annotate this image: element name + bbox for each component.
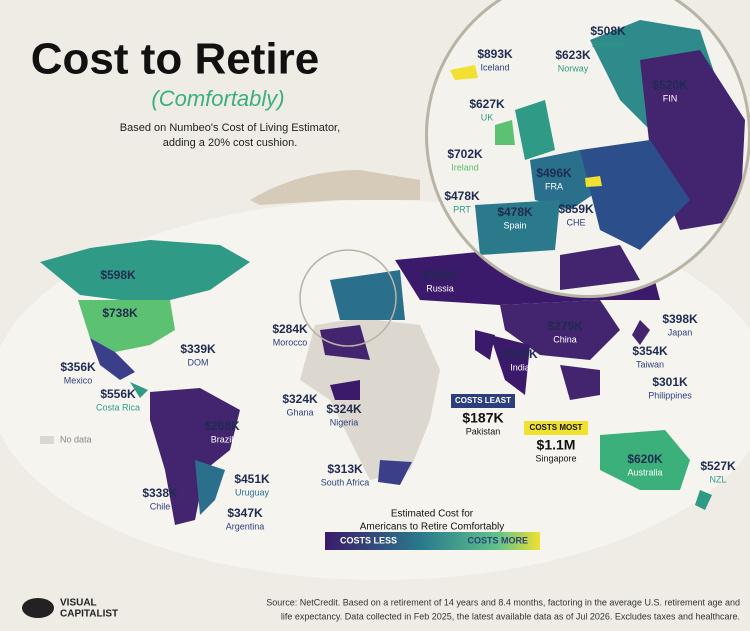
country-name: NZL xyxy=(709,474,726,484)
couple-illustration xyxy=(250,170,420,205)
color-scale xyxy=(325,532,540,550)
country-name: Ireland xyxy=(451,162,479,172)
country-name: Canada xyxy=(102,283,134,293)
country-value: $702K xyxy=(447,147,483,161)
country-name: Mexico xyxy=(64,375,93,385)
country-name: U.S. xyxy=(111,321,129,331)
brand: VISUAL xyxy=(60,598,97,609)
europe-map xyxy=(450,20,745,290)
country-name: CHE xyxy=(566,217,585,227)
footer: Source: NetCredit. Based on a retirement… xyxy=(22,597,740,621)
country-name: Chile xyxy=(150,501,171,511)
country-name: South Africa xyxy=(321,477,370,487)
country-value: $598K xyxy=(100,268,136,282)
country-value: $284K xyxy=(272,322,308,336)
world-map xyxy=(40,240,712,525)
country-name: UK xyxy=(481,112,494,122)
no-data-swatch xyxy=(40,436,54,444)
description-line: adding a 20% cost cushion. xyxy=(163,137,298,149)
subtitle: (Comfortably) xyxy=(151,86,284,111)
country-value: $620K xyxy=(627,452,663,466)
country-value: $520K xyxy=(652,78,688,92)
country-name: Australia xyxy=(627,467,662,477)
country-value: $268K xyxy=(204,419,240,433)
country-value: $313K xyxy=(327,462,363,476)
country-value: $451K xyxy=(234,472,270,486)
country-value: $347K xyxy=(227,506,263,520)
country-name: DOM xyxy=(188,357,209,367)
country-value: $279K xyxy=(547,319,583,333)
country-value: $527K xyxy=(700,459,736,473)
country-value: $627K xyxy=(469,97,505,111)
country-name: PRT xyxy=(453,204,471,214)
callout-tag-bg xyxy=(524,421,588,435)
callout-tag: COSTS MOST xyxy=(530,423,583,432)
description: Based on Numbeo's Cost of Living Estimat… xyxy=(120,122,340,149)
callout-tag: COSTS LEAST xyxy=(455,396,511,405)
legend-title: Americans to Retire Comfortably xyxy=(360,522,505,533)
country-name: Spain xyxy=(503,220,526,230)
country-value: $324K xyxy=(282,392,318,406)
country-value: $356K xyxy=(60,360,96,374)
callout-name: Pakistan xyxy=(466,426,501,436)
legend-title: Estimated Cost for xyxy=(391,509,474,520)
country-name: Costa Rica xyxy=(96,402,140,412)
country-value: $398K xyxy=(662,312,698,326)
country-name: Iceland xyxy=(480,62,509,72)
country-name: Brazil xyxy=(211,434,234,444)
no-data-label: No data xyxy=(60,434,92,444)
country-value: $893K xyxy=(477,47,513,61)
country-value: $281K xyxy=(422,268,458,282)
country-name: Sweden xyxy=(592,39,625,49)
country-value: $324K xyxy=(326,402,362,416)
title: Cost to Retire xyxy=(31,35,319,84)
callout-value: $1.1M xyxy=(537,437,576,453)
country-value: $339K xyxy=(180,342,216,356)
legend-high: COSTS MORE xyxy=(467,535,528,545)
country-value: $623K xyxy=(555,48,591,62)
country-value: $556K xyxy=(100,387,136,401)
country-name: FIN xyxy=(663,93,678,103)
legend-low: COSTS LESS xyxy=(340,535,397,545)
country-name: Norway xyxy=(558,63,589,73)
country-value: $478K xyxy=(497,205,533,219)
legend: No data COSTS LESS COSTS MORE Estimated … xyxy=(40,434,540,550)
country-value: $189K xyxy=(502,347,538,361)
country-value: $859K xyxy=(558,202,594,216)
brand: CAPITALIST xyxy=(60,609,118,620)
country-value: $354K xyxy=(632,344,668,358)
callout-tag-bg xyxy=(451,394,515,408)
country-name: Russia xyxy=(426,283,454,293)
country-name: Morocco xyxy=(273,337,308,347)
country-name: Taiwan xyxy=(636,359,664,369)
country-name: Philippines xyxy=(648,390,692,400)
description-line: Based on Numbeo's Cost of Living Estimat… xyxy=(120,122,340,134)
country-name: Nigeria xyxy=(330,417,359,427)
source-line: Source: NetCredit. Based on a retirement… xyxy=(266,597,740,607)
country-value: $301K xyxy=(652,375,688,389)
country-value: $738K xyxy=(102,306,138,320)
country-name: FRA xyxy=(545,181,563,191)
country-value: $496K xyxy=(536,166,572,180)
country-name: Argentina xyxy=(226,521,265,531)
country-name: Uruguay xyxy=(235,487,270,497)
country-name: India xyxy=(510,362,530,372)
country-name: Japan xyxy=(668,327,693,337)
country-value: $338K xyxy=(142,486,178,500)
country-name: Ghana xyxy=(286,407,313,417)
country-name: China xyxy=(553,334,577,344)
country-value: $508K xyxy=(590,24,626,38)
callout-name: Singapore xyxy=(535,453,576,463)
callout-value: $187K xyxy=(462,410,503,426)
country-value: $478K xyxy=(444,189,480,203)
brand-logo xyxy=(22,598,54,618)
source-line: life expectancy. Data collected in Feb 2… xyxy=(281,611,740,621)
